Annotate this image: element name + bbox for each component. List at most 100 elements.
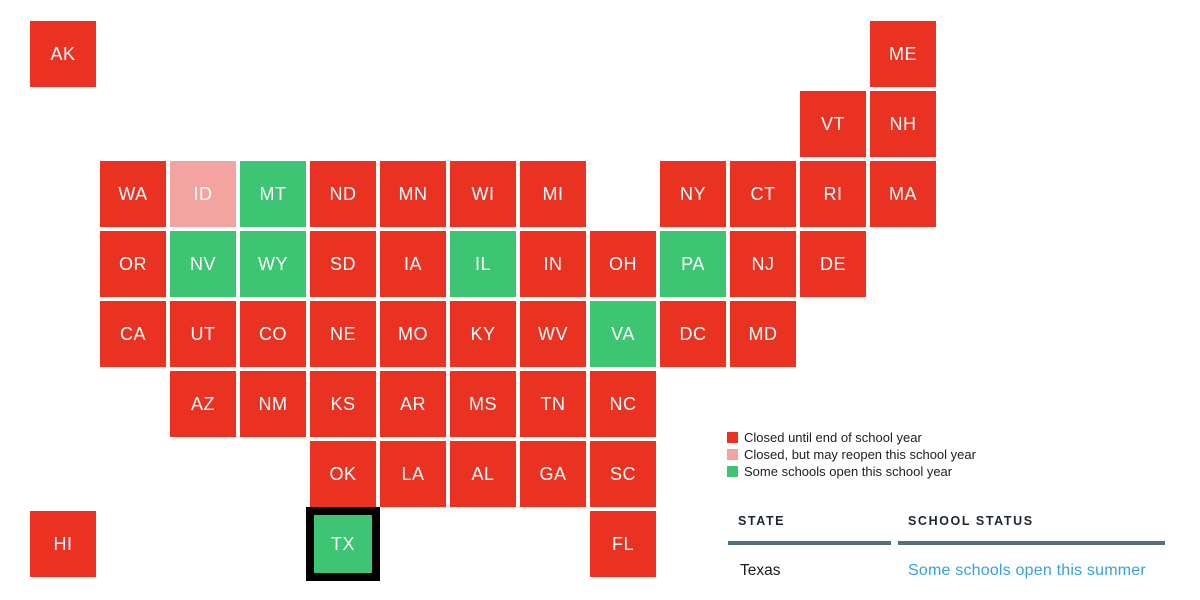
state-abbr-label: GA: [539, 463, 567, 484]
state-tile-MN[interactable]: MN: [380, 161, 446, 227]
state-abbr-label: TX: [330, 533, 355, 554]
state-abbr-label: LA: [401, 463, 425, 484]
selected-state-status: Some schools open this summer: [908, 562, 1146, 579]
state-tile-VA[interactable]: VA: [590, 301, 656, 367]
state-tile-WV[interactable]: WV: [520, 301, 586, 367]
state-tile-LA[interactable]: LA: [380, 441, 446, 507]
state-abbr-label: ME: [889, 43, 917, 64]
state-abbr-label: WV: [538, 323, 568, 344]
state-tile-MT[interactable]: MT: [240, 161, 306, 227]
detail-table-state-column: STATE Texas: [728, 514, 891, 580]
state-tile-TX[interactable]: TX: [306, 507, 380, 581]
state-tile-TN[interactable]: TN: [520, 371, 586, 437]
state-abbr-label: NE: [329, 323, 356, 344]
legend-swatch-closed: [727, 432, 738, 443]
state-tile-HI[interactable]: HI: [30, 511, 96, 577]
state-tile-ND[interactable]: ND: [310, 161, 376, 227]
state-abbr-label: IL: [474, 253, 491, 274]
legend-item-closed: Closed until end of school year: [727, 429, 976, 446]
state-tile-FL[interactable]: FL: [590, 511, 656, 577]
state-abbr-label: MI: [542, 183, 564, 204]
state-tile-DC[interactable]: DC: [660, 301, 726, 367]
legend-label: Some schools open this school year: [744, 464, 953, 479]
state-tile-OK[interactable]: OK: [310, 441, 376, 507]
state-abbr-label: SC: [609, 463, 636, 484]
state-column-rule: [728, 541, 891, 545]
state-tile-CA[interactable]: CA: [100, 301, 166, 367]
state-tile-IN[interactable]: IN: [520, 231, 586, 297]
state-abbr-label: DE: [819, 253, 846, 274]
state-tile-MO[interactable]: MO: [380, 301, 446, 367]
state-abbr-label: PA: [681, 253, 705, 274]
state-abbr-label: MT: [259, 183, 287, 204]
state-tile-NC[interactable]: NC: [590, 371, 656, 437]
state-abbr-label: DC: [679, 323, 707, 344]
state-tile-CT[interactable]: CT: [730, 161, 796, 227]
state-tile-WY[interactable]: WY: [240, 231, 306, 297]
state-abbr-label: ND: [329, 183, 357, 204]
state-tile-CO[interactable]: CO: [240, 301, 306, 367]
state-tile-NV[interactable]: NV: [170, 231, 236, 297]
state-abbr-label: CA: [119, 323, 146, 344]
state-tile-VT[interactable]: VT: [800, 91, 866, 157]
state-tile-SC[interactable]: SC: [590, 441, 656, 507]
state-tile-NY[interactable]: NY: [660, 161, 726, 227]
state-abbr-label: VA: [611, 323, 635, 344]
state-tile-MS[interactable]: MS: [450, 371, 516, 437]
state-tile-WI[interactable]: WI: [450, 161, 516, 227]
legend-item-may_reopen: Closed, but may reopen this school year: [727, 446, 976, 463]
state-tile-IL[interactable]: IL: [450, 231, 516, 297]
state-abbr-label: FL: [611, 533, 634, 554]
state-abbr-label: OR: [119, 253, 147, 274]
state-tile-AR[interactable]: AR: [380, 371, 446, 437]
state-tile-OH[interactable]: OH: [590, 231, 656, 297]
state-abbr-label: SD: [329, 253, 356, 274]
state-abbr-label: TN: [540, 393, 566, 414]
state-tile-ME[interactable]: ME: [870, 21, 936, 87]
state-abbr-label: AR: [399, 393, 426, 414]
state-tile-AL[interactable]: AL: [450, 441, 516, 507]
state-tile-ID[interactable]: ID: [170, 161, 236, 227]
state-tile-OR[interactable]: OR: [100, 231, 166, 297]
state-tile-MI[interactable]: MI: [520, 161, 586, 227]
state-tile-DE[interactable]: DE: [800, 231, 866, 297]
state-tile-KY[interactable]: KY: [450, 301, 516, 367]
detail-table-status-column: SCHOOL STATUS Some schools open this sum…: [898, 514, 1165, 580]
state-tile-PA[interactable]: PA: [660, 231, 726, 297]
state-abbr-label: KS: [330, 393, 356, 414]
state-abbr-label: IA: [403, 253, 422, 274]
state-tile-AZ[interactable]: AZ: [170, 371, 236, 437]
state-tile-NM[interactable]: NM: [240, 371, 306, 437]
state-tile-NH[interactable]: NH: [870, 91, 936, 157]
state-column-header: STATE: [738, 514, 786, 528]
state-tile-MA[interactable]: MA: [870, 161, 936, 227]
state-tile-NJ[interactable]: NJ: [730, 231, 796, 297]
state-tile-AK[interactable]: AK: [30, 21, 96, 87]
state-abbr-label: HI: [53, 533, 73, 554]
state-tile-NE[interactable]: NE: [310, 301, 376, 367]
state-abbr-label: RI: [823, 183, 843, 204]
state-tile-RI[interactable]: RI: [800, 161, 866, 227]
state-tile-MD[interactable]: MD: [730, 301, 796, 367]
state-abbr-label: WA: [118, 183, 148, 204]
status-column-header: SCHOOL STATUS: [908, 514, 1034, 528]
state-tile-WA[interactable]: WA: [100, 161, 166, 227]
state-tile-SD[interactable]: SD: [310, 231, 376, 297]
selected-state-name: Texas: [740, 562, 781, 579]
state-abbr-label: AZ: [190, 393, 215, 414]
state-tile-GA[interactable]: GA: [520, 441, 586, 507]
state-abbr-label: WI: [471, 183, 495, 204]
legend-item-some_open: Some schools open this school year: [727, 463, 976, 480]
state-abbr-label: OK: [329, 463, 357, 484]
state-abbr-label: NC: [609, 393, 637, 414]
state-abbr-label: ID: [193, 183, 213, 204]
state-abbr-label: NM: [258, 393, 288, 414]
state-tile-KS[interactable]: KS: [310, 371, 376, 437]
state-abbr-label: MS: [469, 393, 497, 414]
state-abbr-label: NV: [189, 253, 216, 274]
state-abbr-label: CT: [750, 183, 776, 204]
legend-swatch-may_reopen: [727, 449, 738, 460]
state-tile-IA[interactable]: IA: [380, 231, 446, 297]
state-tile-UT[interactable]: UT: [170, 301, 236, 367]
